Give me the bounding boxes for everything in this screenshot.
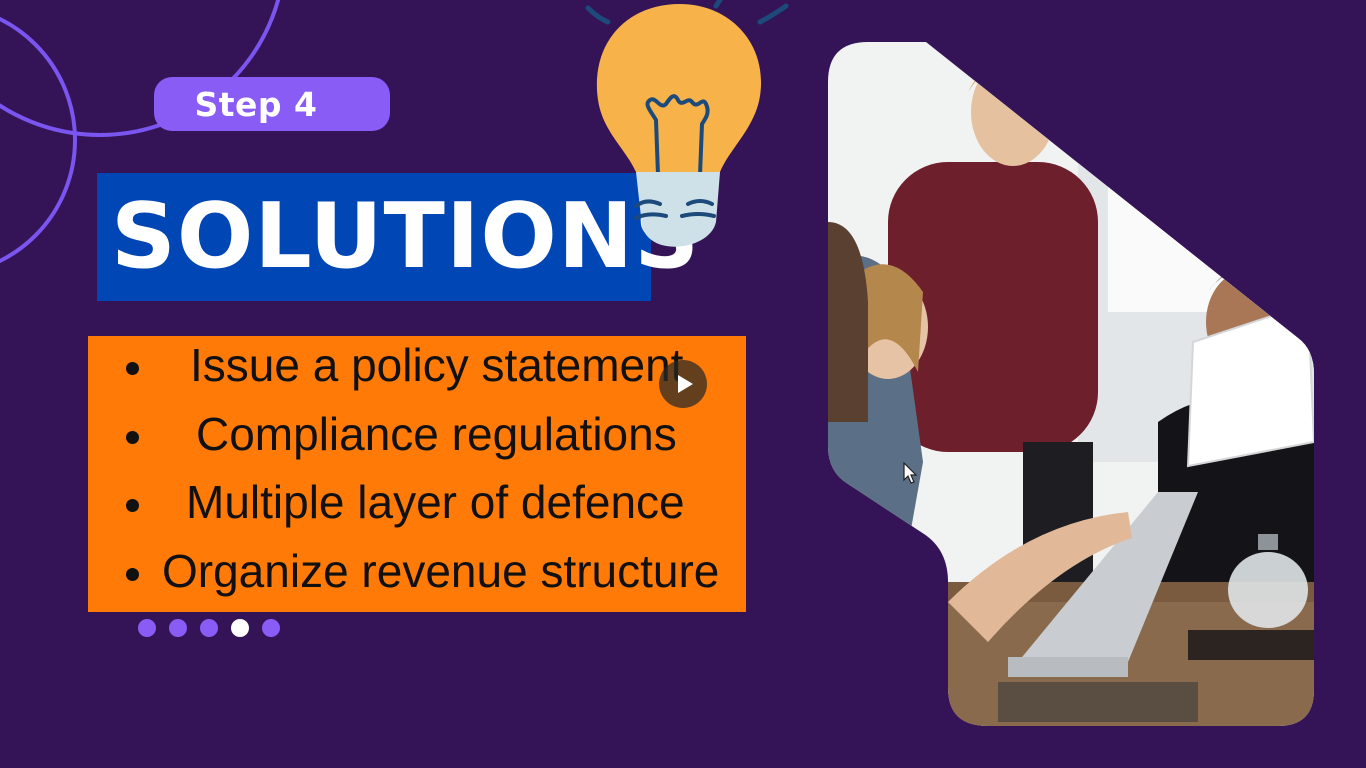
step-label: Step 4	[194, 84, 318, 124]
mouse-pointer-icon	[903, 462, 918, 484]
step-badge: Step 4	[154, 77, 390, 131]
list-item: Multiple layer of defence	[88, 473, 788, 533]
list-item: Organize revenue structure	[88, 542, 788, 602]
page-dot[interactable]	[200, 619, 218, 637]
page-dot[interactable]	[138, 619, 156, 637]
team-meeting-photo	[828, 42, 1314, 726]
bullet-icon	[126, 431, 139, 444]
bullet-icon	[126, 362, 139, 375]
pagination-dots	[138, 619, 280, 637]
bullet-list: Issue a policy statement Compliance regu…	[88, 336, 746, 612]
lightbulb-icon	[585, 0, 789, 247]
decorative-circles	[0, 0, 281, 264]
bullet-icon	[126, 568, 139, 581]
bullet-text: Issue a policy statement	[190, 339, 684, 391]
play-icon[interactable]	[659, 360, 707, 408]
page-dot[interactable]	[262, 619, 280, 637]
bullet-text: Multiple layer of defence	[186, 476, 685, 528]
bullet-icon	[126, 499, 139, 512]
bullet-text: Organize revenue structure	[162, 545, 720, 597]
page-dot-active[interactable]	[231, 619, 249, 637]
list-item: Issue a policy statement	[88, 336, 788, 396]
bullet-text: Compliance regulations	[196, 408, 677, 460]
slide-title: SOLUTIONS	[111, 184, 701, 289]
title-box: SOLUTIONS	[97, 173, 699, 301]
page-dot[interactable]	[169, 619, 187, 637]
list-item: Compliance regulations	[88, 405, 788, 465]
